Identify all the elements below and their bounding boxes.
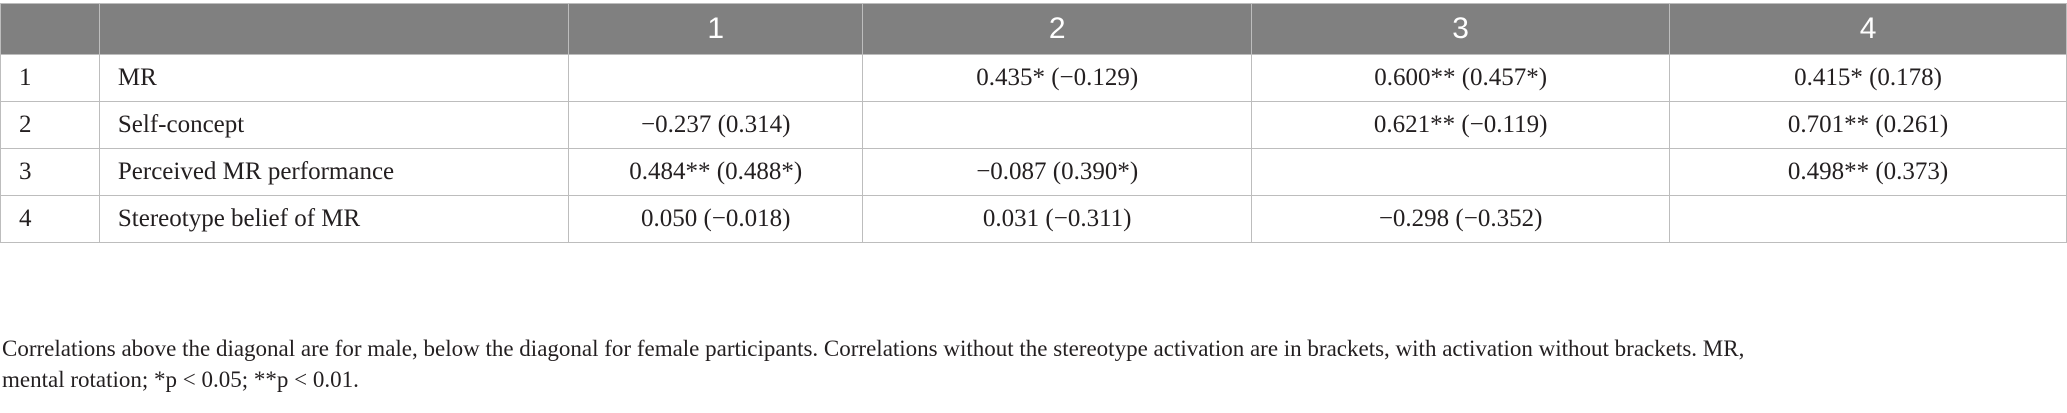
table-cell: 0.415* (0.178) xyxy=(1669,54,2067,102)
table-cell xyxy=(1669,195,2067,243)
row-label: Stereotype belief of MR xyxy=(98,195,570,243)
row-number: 2 xyxy=(0,101,100,149)
table-cell: 0.031 (−0.311) xyxy=(862,195,1253,243)
row-label: Perceived MR performance xyxy=(98,148,570,196)
row-label: MR xyxy=(98,54,570,102)
header-cell-1: 1 xyxy=(568,3,864,55)
table-cell: 0.435* (−0.129) xyxy=(862,54,1253,102)
table-cell xyxy=(862,101,1253,149)
table-cell: 0.498** (0.373) xyxy=(1669,148,2067,196)
header-cell-variable xyxy=(98,3,570,55)
header-cell-2: 2 xyxy=(862,3,1253,55)
row-label: Self-concept xyxy=(98,101,570,149)
table-cell: 0.701** (0.261) xyxy=(1669,101,2067,149)
header-row: 1 2 3 4 xyxy=(0,3,2067,55)
table-cell: 0.621** (−0.119) xyxy=(1251,101,1671,149)
correlation-table: 1 2 3 4 1 MR 0.435* (−0.129) 0.600** (0.… xyxy=(0,3,2067,243)
table-cell: −0.087 (0.390*) xyxy=(862,148,1253,196)
table-cell xyxy=(1251,148,1671,196)
header-cell-index xyxy=(0,3,100,55)
header-cell-3: 3 xyxy=(1251,3,1671,55)
table-cell: 0.484** (0.488*) xyxy=(568,148,864,196)
table-cell: 0.050 (−0.018) xyxy=(568,195,864,243)
table-cell: 0.600** (0.457*) xyxy=(1251,54,1671,102)
table-row: 2 Self-concept −0.237 (0.314) 0.621** (−… xyxy=(0,101,2067,149)
header-cell-4: 4 xyxy=(1669,3,2067,55)
table-cell: −0.237 (0.314) xyxy=(568,101,864,149)
footnote-line-1: Correlations above the diagonal are for … xyxy=(2,336,1745,361)
row-number: 4 xyxy=(0,195,100,243)
table-row: 1 MR 0.435* (−0.129) 0.600** (0.457*) 0.… xyxy=(0,54,2067,102)
table-footnote: Correlations above the diagonal are for … xyxy=(2,333,2062,395)
footnote-line-2: mental rotation; *p < 0.05; **p < 0.01. xyxy=(2,367,359,392)
table-cell: −0.298 (−0.352) xyxy=(1251,195,1671,243)
row-number: 1 xyxy=(0,54,100,102)
row-number: 3 xyxy=(0,148,100,196)
table-row: 3 Perceived MR performance 0.484** (0.48… xyxy=(0,148,2067,196)
table-row: 4 Stereotype belief of MR 0.050 (−0.018)… xyxy=(0,195,2067,243)
table-cell xyxy=(568,54,864,102)
